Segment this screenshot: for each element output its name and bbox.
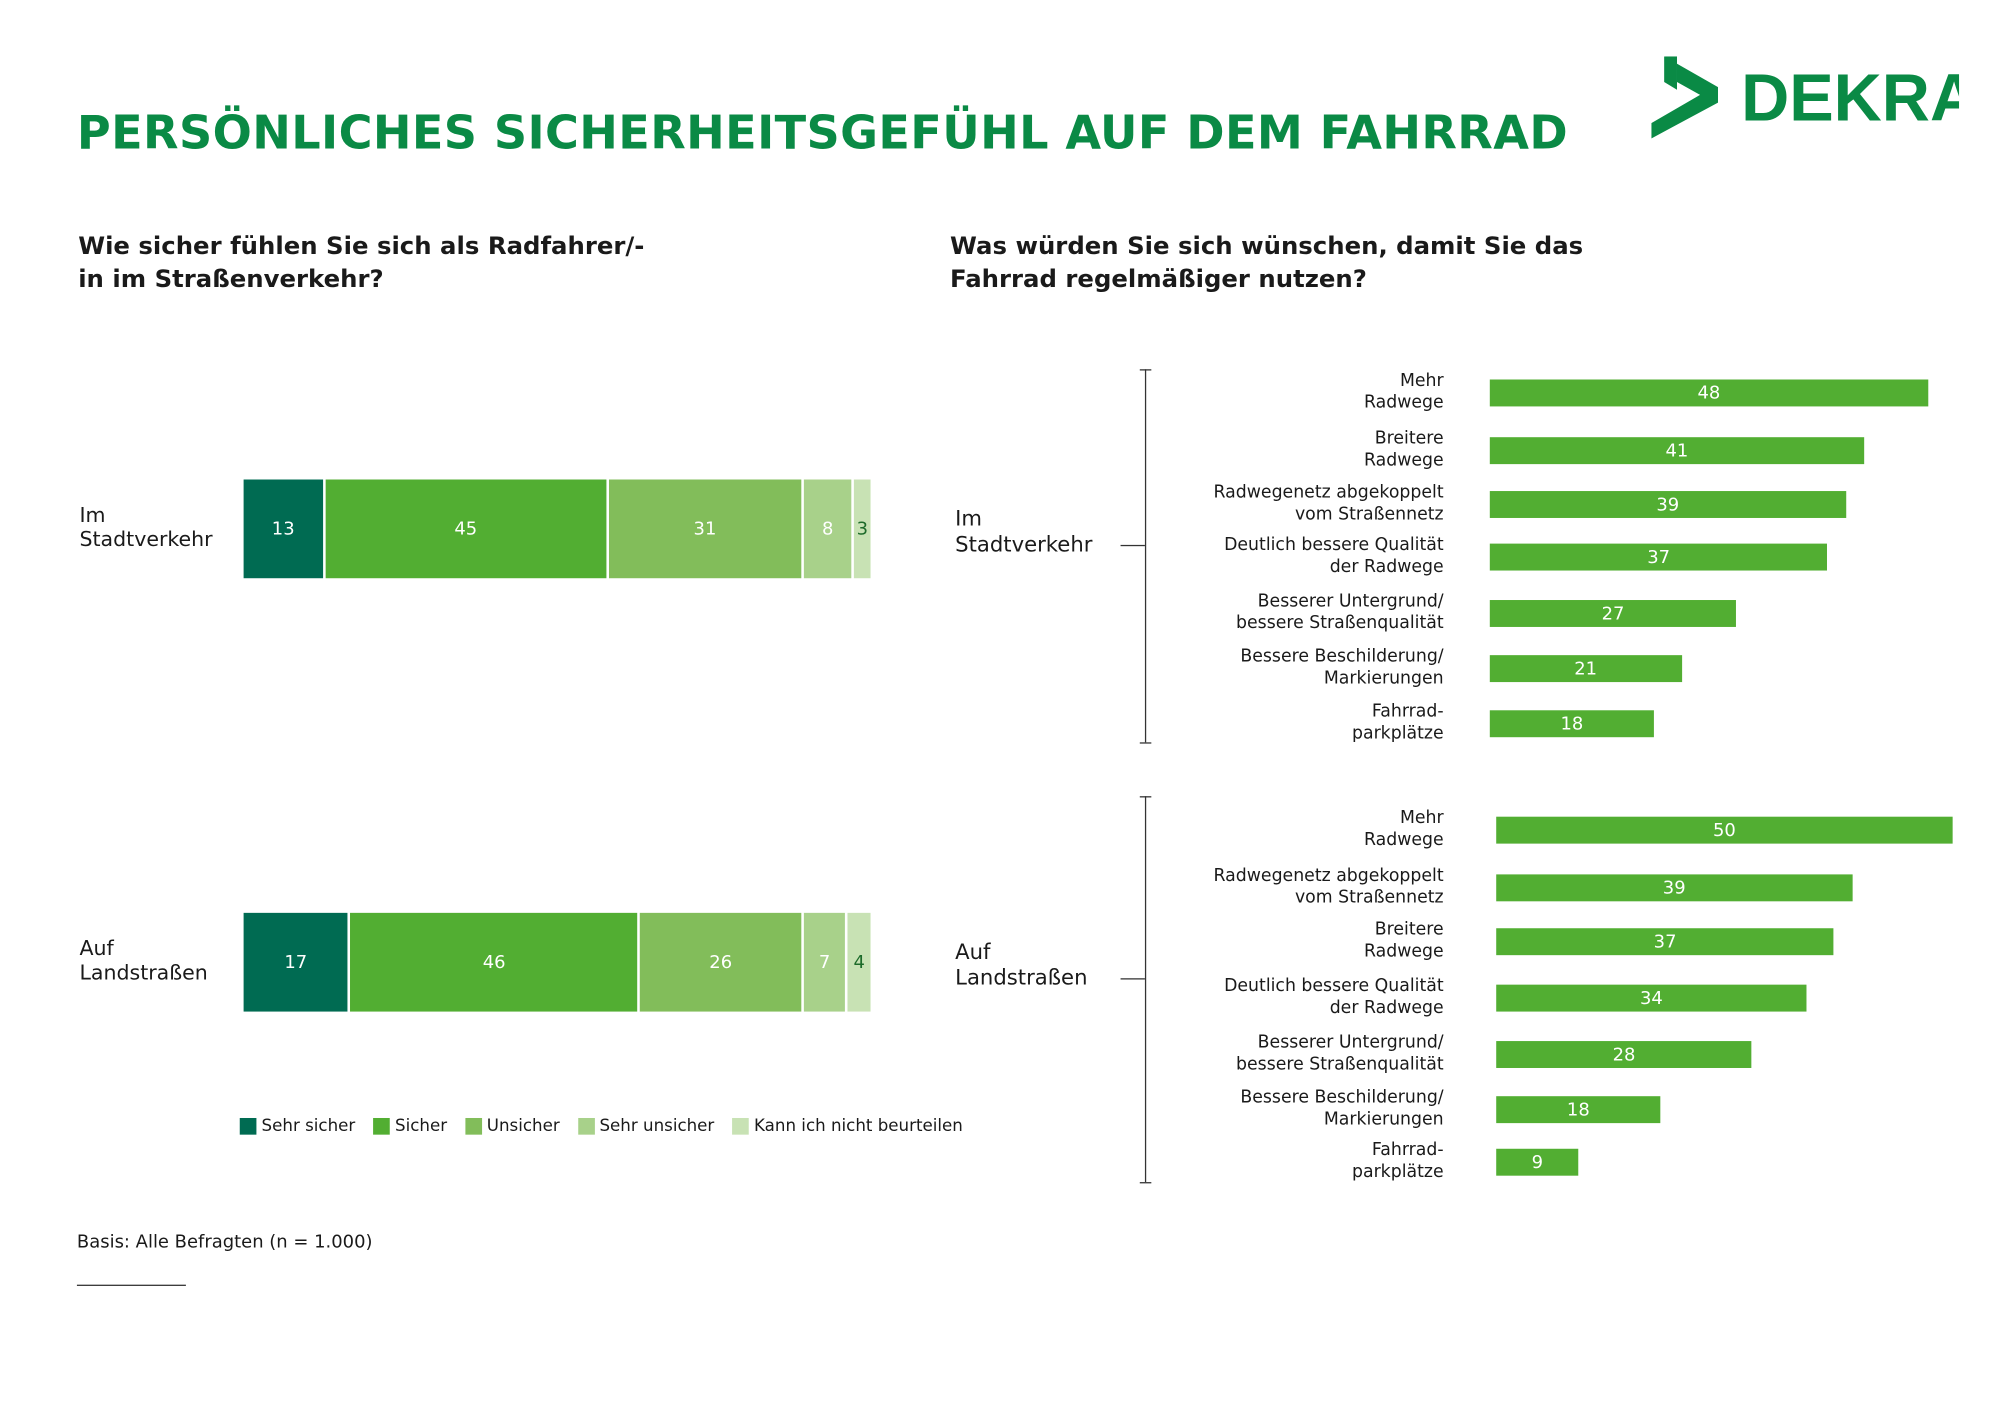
footnote-rule [76,1284,186,1286]
bracket-tick [1120,978,1145,980]
bar: 28 [1496,1041,1752,1068]
left-question: Wie sicher fühlen Sie sich als Radfahrer… [78,232,645,294]
right-question: Was würden Sie sich wünschen, damit Sie … [950,232,1584,294]
legend-label: Sicher [395,1116,448,1136]
category-label: Auf Landstraßen [79,935,208,985]
bar: 18 [1489,710,1655,738]
bar-label: Radwegenetz abgekoppelt vom Straßennetz [1213,865,1444,908]
bar-label: Bessere Beschilderung/ Markierungen [1240,1087,1444,1130]
legend-label: Sehr sicher [261,1116,356,1136]
legend-swatch [465,1117,482,1135]
bar-segment: 7 [803,912,846,1012]
bar-segment: 31 [608,479,802,579]
dekra-logo-mark: DEKRA [1651,56,1978,139]
legend: Sehr sicher Sicher Unsicher Sehr unsicher Ka… [239,1116,963,1136]
bar: 37 [1496,928,1834,956]
legend-item: Sicher [373,1117,447,1136]
category-label: Im Stadtverkehr [79,502,213,552]
bracket-tick [1120,544,1145,547]
bar: 39 [1489,491,1846,518]
bar-segment: 46 [350,912,638,1012]
legend-label: Kann ich nicht beurteilen [754,1116,963,1136]
bar-segment: 45 [325,479,607,579]
legend-swatch [239,1117,257,1135]
bar-label: Mehr Radwege [1363,370,1444,413]
legend-item: Unsicher [465,1117,560,1136]
bar-label: Besserer Untergrund/ bessere Straßenqual… [1236,1032,1444,1075]
svg-text:DEKRA: DEKRA [1741,62,1959,136]
legend-swatch [577,1117,595,1135]
legend-label: Sehr unsicher [599,1116,715,1136]
legend-swatch [373,1117,390,1135]
bar-label: Deutlich bessere Qualität der Radwege [1224,534,1444,577]
bar-label: Mehr Radwege [1363,807,1444,851]
legend-swatch [732,1117,749,1135]
legend-item: Sehr sicher [239,1116,356,1136]
bar: 34 [1496,984,1807,1012]
page-title: PERSÖNLICHES SICHERHEITSGEFÜHL AUF DEM F… [76,107,1569,161]
bar-label: Breitere Radwege [1363,428,1444,471]
bar: 27 [1489,600,1737,627]
bar-label: Deutlich bessere Qualität der Radwege [1224,975,1444,1018]
bar-label: Besserer Untergrund/ bessere Straßenqual… [1236,591,1444,634]
bracket-cap [1139,742,1152,744]
bracket-cap [1139,1182,1152,1184]
legend-item: Sehr unsicher [577,1116,715,1136]
bar-label: Fahrrad- parkplätze [1351,701,1444,744]
bar: 39 [1496,874,1853,902]
bar-label: Bessere Beschilderung/ Markierungen [1240,646,1444,689]
bar: 48 [1489,379,1928,407]
bar: 50 [1496,816,1953,844]
bar-segment: 17 [243,912,349,1012]
footnote: Basis: Alle Befragten (n = 1.000) [76,1232,373,1253]
bar-segment: 4 [847,912,871,1012]
group-label: Im Stadtverkehr [955,506,1093,557]
bar-segment: 13 [243,479,323,579]
dekra-logo: DEKRA [1651,56,1978,146]
bar-segment: 8 [803,479,852,579]
bar-label: Radwegenetz abgekoppelt vom Straßennetz [1213,482,1444,525]
bar: 37 [1489,543,1828,571]
bar: 41 [1489,437,1865,465]
bracket-line [1144,369,1147,743]
legend-label: Unsicher [486,1116,560,1136]
bar: 9 [1496,1148,1579,1176]
bar-label: Fahrrad- parkplätze [1351,1139,1444,1183]
bar-segment: 3 [854,479,871,579]
bar-segment: 26 [640,912,802,1012]
bracket-line [1144,796,1147,1183]
group-label: Auf Landstraßen [955,939,1088,990]
bar: 21 [1489,655,1682,683]
bar: 18 [1496,1096,1661,1124]
bracket-cap [1139,796,1152,798]
bar-label: Breitere Radwege [1363,919,1444,962]
bracket-cap [1139,369,1152,371]
legend-item: Kann ich nicht beurteilen [732,1117,963,1136]
